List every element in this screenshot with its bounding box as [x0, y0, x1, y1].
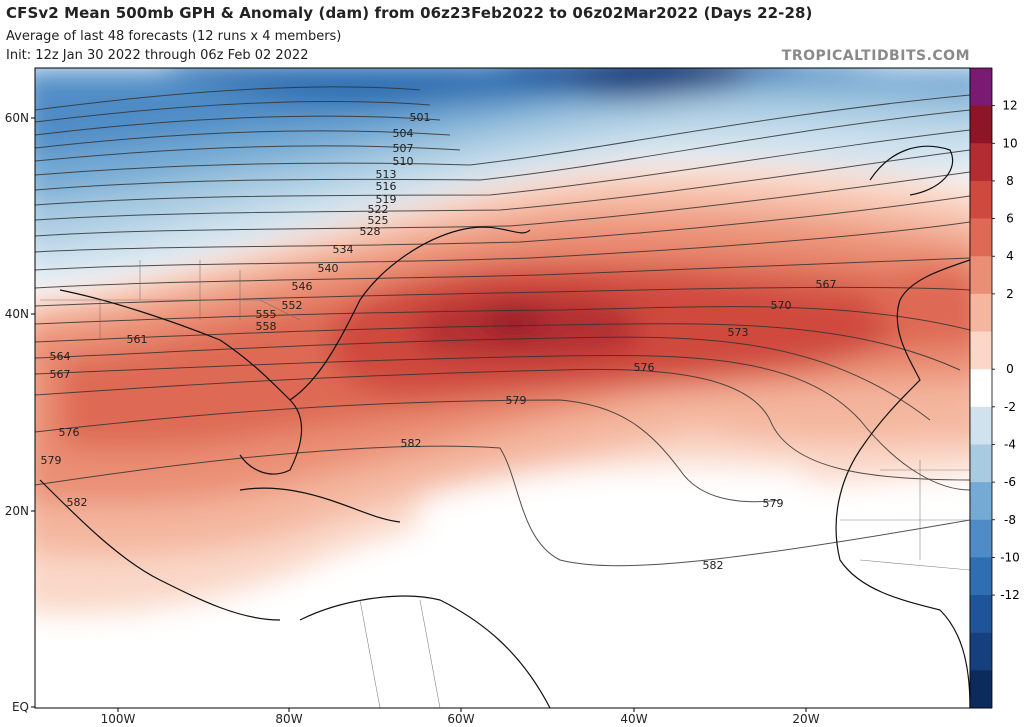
lat-label: EQ: [12, 700, 29, 714]
contour-label: 540: [318, 262, 339, 275]
contour-label: 513: [376, 168, 397, 181]
colorbar-tick-label: 12: [1002, 99, 1017, 113]
colorbar-tick-label: -10: [1000, 550, 1020, 564]
colorbar-swatch: [970, 105, 992, 144]
colorbar-swatch: [970, 670, 992, 709]
contour-label: 507: [393, 142, 414, 155]
lon-label: 100W: [101, 712, 136, 726]
map-subtitle-average: Average of last 48 forecasts (12 runs x …: [6, 29, 342, 44]
contour-label: 519: [376, 193, 397, 206]
colorbar-swatch: [970, 632, 992, 671]
colorbar-tick-label: -2: [1004, 400, 1016, 414]
brand-watermark: TROPICALTIDBITS.COM: [781, 48, 970, 64]
contour-label: 570: [771, 299, 792, 312]
contour-label: 576: [59, 426, 80, 439]
contour-label: 546: [292, 280, 313, 293]
colorbar-frame: [969, 67, 993, 709]
contour-label: 567: [816, 278, 837, 291]
colorbar-swatch: [970, 519, 992, 558]
lat-label: 60N: [5, 111, 29, 125]
contour-label: 516: [376, 180, 397, 193]
colorbar-tick-label: -8: [1004, 513, 1016, 527]
colorbar-tick-label: 4: [1006, 249, 1014, 263]
colorbar-tick-label: 10: [1002, 136, 1017, 150]
colorbar-swatch: [970, 143, 992, 182]
contour-label: 573: [728, 326, 749, 339]
anomaly-field: [35, 68, 970, 708]
contour-label: 579: [506, 394, 527, 407]
contour-label: 579: [41, 454, 62, 467]
contour-label: 558: [256, 320, 277, 333]
colorbar-tick-label: 6: [1006, 212, 1014, 226]
colorbar-tick-label: -12: [1000, 588, 1020, 602]
contour-label: 582: [703, 559, 724, 572]
contour-label: 525: [368, 214, 389, 227]
colorbar-swatch: [970, 482, 992, 521]
map-title: CFSv2 Mean 500mb GPH & Anomaly (dam) fro…: [6, 4, 813, 22]
colorbar-swatch: [970, 180, 992, 220]
contour-label: 528: [360, 225, 381, 238]
map-subtitle-init: Init: 12z Jan 30 2022 through 06z Feb 02…: [6, 48, 309, 63]
lon-label: 80W: [275, 712, 302, 726]
colorbar-tick-label: -6: [1004, 475, 1016, 489]
colorbar-tick-label: 2: [1006, 287, 1014, 301]
colorbar-tick-label: -4: [1004, 437, 1016, 451]
lat-label: 40N: [5, 307, 29, 321]
contour-label: 576: [634, 361, 655, 374]
lon-label: 40W: [620, 712, 647, 726]
contour-label: 582: [401, 437, 422, 450]
colorbar-tick-label: 0: [1006, 362, 1014, 376]
longitude-axis: 100W 80W 60W 40W 20W: [101, 708, 820, 726]
lat-label: 20N: [5, 504, 29, 518]
contour-label: 555: [256, 308, 277, 321]
colorbar-swatch: [970, 406, 992, 445]
colorbar-swatch: [970, 68, 992, 107]
colorbar-swatch: [970, 331, 992, 370]
colorbar-swatch: [970, 218, 992, 257]
contour-label: 564: [50, 350, 71, 363]
colorbar-swatch: [970, 256, 992, 295]
latitude-axis: 60N 40N 20N EQ: [5, 111, 35, 714]
contour-label: 579: [763, 497, 784, 510]
lon-label: 60W: [447, 712, 474, 726]
contour-label: 567: [50, 368, 71, 381]
colorbar-swatch: [970, 444, 992, 483]
colorbar-swatch: [970, 557, 992, 596]
borders: [40, 260, 970, 708]
lon-label: 20W: [792, 712, 819, 726]
contour-label: 504: [393, 127, 414, 140]
contour-label: 510: [393, 155, 414, 168]
colorbar-swatch: [970, 369, 992, 408]
colorbar-swatch: [970, 293, 992, 333]
contour-label: 501: [410, 111, 431, 124]
coastlines: [39, 145, 970, 708]
colorbar: 12 10 8 6 4 2 0 -2 -4 -6 -8 -10 -12: [969, 67, 1020, 709]
contour-label: 582: [67, 496, 88, 509]
contour-label: 522: [368, 203, 389, 216]
contour-label: 561: [127, 333, 148, 346]
height-contours: [35, 86, 970, 567]
colorbar-tick-label: 8: [1006, 174, 1014, 188]
contour-label: 534: [333, 243, 354, 256]
contour-label: 552: [282, 299, 303, 312]
colorbar-swatch: [970, 595, 992, 634]
